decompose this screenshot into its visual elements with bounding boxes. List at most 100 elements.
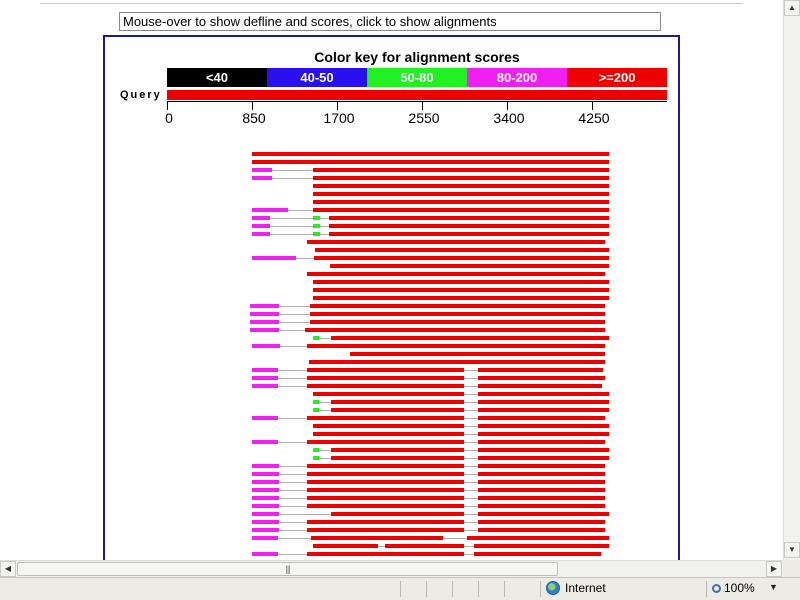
hit-segment[interactable] (250, 312, 279, 316)
hit-segment[interactable] (313, 208, 609, 212)
hit-segment[interactable] (313, 448, 319, 452)
hit-segment[interactable] (314, 256, 609, 260)
hit-segment[interactable] (307, 384, 464, 388)
hit-segment[interactable] (474, 544, 609, 548)
hit-segment[interactable] (252, 488, 279, 492)
hit-segment[interactable] (478, 408, 609, 412)
hit-segment[interactable] (313, 432, 464, 436)
hit-segment[interactable] (478, 448, 609, 452)
hit-segment[interactable] (478, 432, 609, 436)
hit-segment[interactable] (478, 440, 605, 444)
hit-segment[interactable] (329, 224, 609, 228)
hit-segment[interactable] (313, 296, 609, 300)
hit-segment[interactable] (313, 184, 609, 188)
hit-segment[interactable] (478, 504, 605, 508)
hit-segment[interactable] (252, 344, 280, 348)
hit-segment[interactable] (307, 464, 464, 468)
horizontal-scroll-thumb[interactable]: ||| (17, 562, 558, 576)
hit-segment[interactable] (252, 232, 270, 236)
scroll-left-button[interactable]: ◀ (0, 561, 16, 577)
hit-segment[interactable] (252, 504, 279, 508)
hit-segment[interactable] (307, 472, 464, 476)
hit-segment[interactable] (331, 456, 464, 460)
hit-segment[interactable] (252, 528, 279, 532)
hit-segment[interactable] (307, 416, 464, 420)
hit-segment[interactable] (307, 504, 464, 508)
hit-segment[interactable] (307, 528, 464, 532)
hit-segment[interactable] (252, 512, 279, 516)
hit-segment[interactable] (385, 544, 464, 548)
hit-segment[interactable] (331, 512, 464, 516)
hit-segment[interactable] (307, 496, 464, 500)
hit-segment[interactable] (313, 424, 464, 428)
hit-segment[interactable] (252, 440, 278, 444)
hit-segment[interactable] (313, 392, 464, 396)
hit-segment[interactable] (252, 368, 278, 372)
hit-segment[interactable] (467, 536, 609, 540)
hit-segment[interactable] (307, 344, 605, 348)
hit-segment[interactable] (478, 376, 605, 380)
scroll-down-button[interactable]: ▼ (784, 542, 800, 558)
hit-segment[interactable] (474, 552, 601, 556)
hit-segment[interactable] (313, 200, 609, 204)
hit-segment[interactable] (478, 520, 605, 524)
hit-segment[interactable] (252, 416, 278, 420)
hit-segment[interactable] (250, 304, 279, 308)
hit-segment[interactable] (478, 464, 605, 468)
horizontal-scrollbar[interactable]: ◀ ||| ▶ (0, 560, 783, 577)
hit-segment[interactable] (478, 416, 605, 420)
hit-segment[interactable] (313, 400, 319, 404)
hit-segment[interactable] (252, 552, 278, 556)
hit-segment[interactable] (330, 264, 609, 268)
hit-segment[interactable] (307, 520, 464, 524)
hit-segment[interactable] (307, 272, 605, 276)
vertical-scrollbar[interactable]: ▲ ▼ (783, 0, 800, 560)
hit-segment[interactable] (252, 160, 609, 164)
hit-segment[interactable] (310, 320, 605, 324)
scroll-up-button[interactable]: ▲ (784, 0, 800, 16)
hit-segment[interactable] (313, 224, 320, 228)
hit-segment[interactable] (329, 216, 609, 220)
hit-segment[interactable] (331, 400, 464, 404)
hit-segment[interactable] (252, 480, 279, 484)
hit-segment[interactable] (313, 544, 378, 548)
hit-segment[interactable] (478, 384, 602, 388)
hit-segment[interactable] (307, 440, 464, 444)
hit-segment[interactable] (310, 312, 605, 316)
hit-segment[interactable] (307, 480, 464, 484)
hit-segment[interactable] (315, 248, 609, 252)
scroll-right-button[interactable]: ▶ (766, 561, 782, 577)
hit-segment[interactable] (307, 488, 464, 492)
hit-segment[interactable] (252, 496, 279, 500)
hit-segment[interactable] (313, 168, 609, 172)
hit-segment[interactable] (311, 536, 443, 540)
hit-segment[interactable] (307, 240, 605, 244)
hit-segment[interactable] (307, 552, 464, 556)
hit-segment[interactable] (252, 384, 278, 388)
hit-segment[interactable] (313, 336, 319, 340)
hit-segment[interactable] (478, 472, 605, 476)
hit-segment[interactable] (478, 496, 605, 500)
hit-segment[interactable] (252, 216, 270, 220)
hit-segment[interactable] (252, 472, 279, 476)
hit-segment[interactable] (478, 480, 605, 484)
hit-segment[interactable] (307, 376, 464, 380)
hit-segment[interactable] (252, 208, 288, 212)
hit-segment[interactable] (350, 352, 605, 356)
hit-segment[interactable] (331, 448, 464, 452)
hit-segment[interactable] (252, 464, 279, 468)
hit-segment[interactable] (331, 336, 609, 340)
hit-segment[interactable] (250, 328, 279, 332)
hit-segment[interactable] (478, 488, 605, 492)
hit-segment[interactable] (478, 392, 609, 396)
hit-segment[interactable] (252, 376, 278, 380)
hit-segment[interactable] (252, 168, 272, 172)
chevron-down-icon[interactable]: ▼ (769, 582, 778, 592)
zoom-control[interactable]: 100% (712, 581, 755, 595)
hit-segment[interactable] (313, 280, 609, 284)
hit-segment[interactable] (313, 216, 320, 220)
security-zone[interactable]: Internet (546, 581, 606, 595)
hit-segment[interactable] (252, 152, 609, 156)
hit-segment[interactable] (329, 232, 609, 236)
hit-segment[interactable] (252, 536, 278, 540)
